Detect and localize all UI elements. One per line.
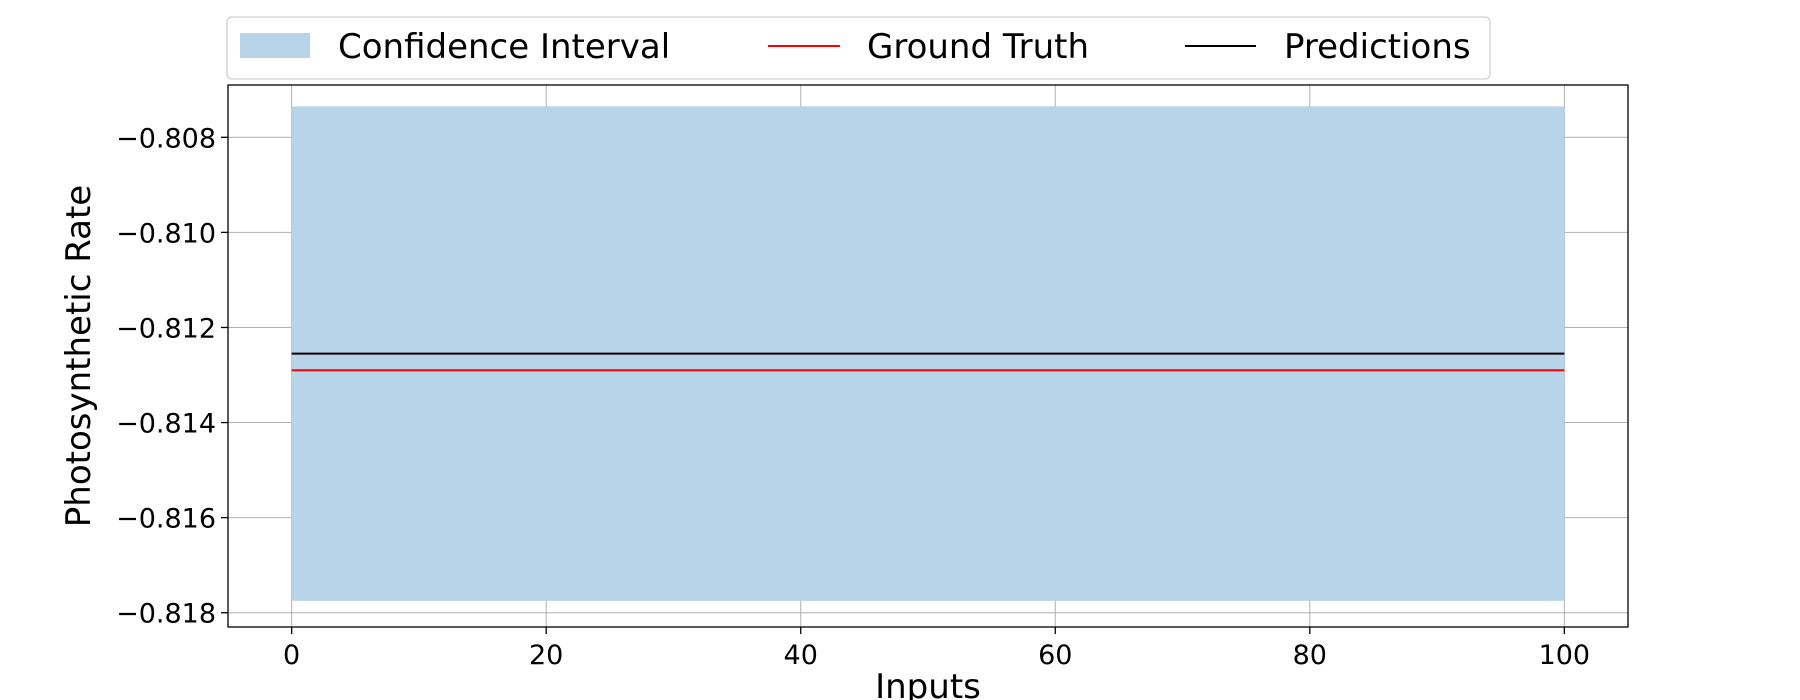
x-tick-label: 80 (1293, 640, 1327, 671)
y-tick-label: −0.810 (116, 218, 216, 249)
x-tick-label: 40 (784, 640, 818, 671)
y-tick-label: −0.814 (116, 409, 216, 440)
y-axis-ticks: −0.808 −0.810 −0.812 −0.814 −0.816 −0.818 (116, 123, 228, 630)
y-tick-label: −0.812 (116, 313, 216, 344)
legend-label-confidence-interval: Confidence Interval (338, 27, 670, 67)
x-tick-label: 20 (529, 640, 563, 671)
y-tick-label: −0.816 (116, 504, 216, 535)
x-axis-ticks: 0 20 40 60 80 100 (283, 627, 1590, 671)
legend-label-predictions: Predictions (1284, 27, 1471, 67)
plot-frame (227, 84, 1629, 628)
y-tick-label: −0.818 (116, 599, 216, 630)
y-tick-label: −0.808 (116, 123, 216, 154)
series-line-layer (291, 352, 1565, 372)
legend-swatch-confidence-interval (240, 33, 310, 58)
x-tick-label: 60 (1038, 640, 1072, 671)
y-axis-label: Photosynthetic Rate (59, 185, 99, 527)
x-tick-label: 100 (1539, 640, 1591, 671)
legend-label-ground-truth: Ground Truth (867, 27, 1089, 67)
x-tick-label: 0 (283, 640, 300, 671)
x-axis-label: Inputs (875, 667, 981, 700)
legend: Confidence Interval Ground Truth Predict… (226, 16, 1491, 80)
legend-box (226, 16, 1491, 80)
